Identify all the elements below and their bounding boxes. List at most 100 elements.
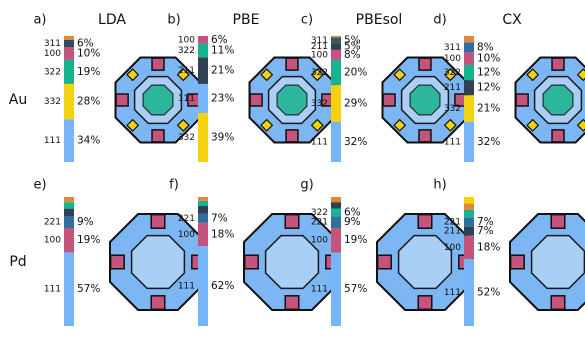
crystal-shape — [248, 56, 336, 144]
crystal-facet — [515, 93, 529, 107]
crystal-facet — [382, 93, 396, 107]
value-label: 7% — [477, 225, 494, 237]
bar-segment — [331, 227, 341, 253]
bar-segment — [198, 36, 208, 44]
facet-label: 322 — [444, 68, 461, 78]
bar-segment — [64, 197, 74, 203]
value-label: 18% — [211, 228, 234, 240]
crystal-facet — [409, 84, 441, 116]
crystal-facet — [109, 254, 125, 270]
crystal-facet — [150, 213, 166, 229]
crystal-facet — [285, 129, 299, 143]
crystal-facet — [310, 118, 324, 132]
facet-label: 221 — [44, 218, 61, 228]
crystal-facet — [550, 213, 566, 229]
bar-segment — [64, 202, 74, 209]
bar-segment — [464, 258, 474, 326]
crystal-shape — [243, 213, 341, 311]
crystal-facet — [542, 84, 574, 116]
value-label: 7% — [211, 212, 228, 224]
value-label: 52% — [477, 286, 500, 298]
bar-segment — [331, 208, 341, 217]
crystal-facet — [142, 84, 174, 116]
value-label: 8% — [477, 41, 494, 53]
panel-label: a) — [33, 13, 46, 28]
crystal-facet — [417, 295, 433, 311]
crystal-facet — [418, 129, 432, 143]
facet-label: 111 — [44, 285, 61, 295]
bar-segment — [464, 121, 474, 162]
bar-segment — [64, 208, 74, 217]
facet-label: 111 — [311, 285, 328, 295]
method-title: PBE — [233, 12, 260, 28]
crystal-face — [130, 234, 186, 290]
crystal-face — [530, 234, 585, 290]
bar-segment — [464, 209, 474, 218]
facet-label: 322 — [178, 46, 195, 56]
bar-segment — [331, 216, 341, 228]
facet-label: 221 — [178, 214, 195, 224]
crystal-facet — [276, 84, 308, 116]
crystal-facet — [260, 118, 274, 132]
value-label: 57% — [77, 283, 100, 295]
crystal-face — [397, 234, 453, 290]
bar-segment — [464, 95, 474, 122]
crystal-facet — [393, 68, 407, 82]
facet-label: 111 — [444, 137, 461, 147]
bar-segment — [64, 227, 74, 253]
facet-label: 100 — [44, 236, 61, 246]
facet-label: 322 — [311, 208, 328, 218]
facet-label: 111 — [444, 288, 461, 298]
bar-segment — [198, 197, 208, 201]
crystal-face — [264, 234, 320, 290]
bar-segment — [464, 52, 474, 65]
bar-segment — [64, 83, 74, 120]
crystal-facet — [285, 57, 299, 71]
facet-label: 332 — [44, 97, 61, 107]
crystal-facet — [284, 295, 300, 311]
value-label: 20% — [344, 67, 367, 79]
facet-label: 221 — [444, 218, 461, 228]
crystal-facet — [418, 57, 432, 71]
crystal-facet — [550, 295, 566, 311]
value-label: 9% — [77, 216, 94, 228]
bar-segment — [331, 197, 341, 203]
value-label: 19% — [77, 66, 100, 78]
bar-segment — [464, 64, 474, 81]
bar-segment — [464, 235, 474, 259]
value-label: 6% — [211, 34, 228, 46]
crystal-facet — [249, 93, 263, 107]
facet-label: 100 — [311, 236, 328, 246]
row-label: Pd — [9, 254, 26, 270]
crystal-facet — [526, 68, 540, 82]
crystal-facet — [176, 118, 190, 132]
crystal-shape — [514, 56, 585, 144]
value-label: 23% — [211, 92, 234, 104]
bar-segment — [198, 206, 208, 214]
crystal-facet — [176, 68, 190, 82]
value-label: 29% — [344, 97, 367, 109]
value-label: 21% — [477, 102, 500, 114]
value-label: 9% — [344, 216, 361, 228]
bar-segment — [464, 203, 474, 210]
method-title: LDA — [98, 12, 126, 28]
panel-label: b) — [167, 13, 180, 28]
bar-segment — [64, 36, 74, 40]
value-label: 21% — [211, 65, 234, 77]
value-label: 10% — [477, 53, 500, 65]
bar-segment — [64, 47, 74, 60]
bar-segment — [198, 213, 208, 223]
crystal-shape — [381, 56, 469, 144]
value-label: 6% — [77, 38, 94, 50]
value-label: 6% — [344, 206, 361, 218]
bar-segment — [464, 42, 474, 53]
value-label: 19% — [344, 234, 367, 246]
value-label: 62% — [211, 280, 234, 292]
bar-segment — [331, 85, 341, 122]
bar-segment — [64, 119, 74, 162]
crystal-facet — [376, 254, 392, 270]
bar-segment — [64, 59, 74, 84]
crystal-shape — [109, 213, 207, 311]
bar-segment — [464, 80, 474, 96]
